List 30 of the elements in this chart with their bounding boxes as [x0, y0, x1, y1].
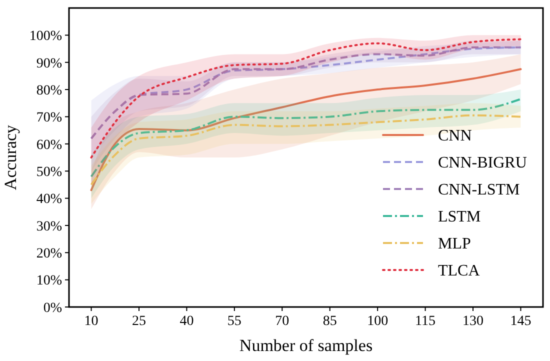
x-tick-label: 130: [462, 314, 484, 329]
x-tick-label: 85: [322, 314, 337, 329]
y-tick-label: 50%: [36, 164, 62, 180]
x-tick-label: 145: [510, 314, 532, 329]
x-tick-label: 70: [275, 314, 290, 329]
legend-label: LSTM: [438, 208, 481, 226]
y-tick-label: 60%: [36, 138, 62, 153]
x-tick-label: 10: [84, 314, 98, 329]
legend-label: MLP: [438, 236, 471, 253]
legend-label: CNN-LSTM: [438, 182, 520, 199]
line-series: [90, 46, 522, 140]
y-tick-label: 100%: [29, 29, 62, 44]
y-tick-label: 70%: [36, 110, 62, 126]
x-tick-label: 55: [227, 314, 242, 329]
y-axis-title: Accuracy: [1, 124, 20, 190]
y-tick-label: 10%: [36, 274, 62, 289]
legend-label: CNN-BIGRU: [438, 154, 528, 172]
y-tick-label: 0%: [43, 300, 62, 316]
x-axis-title: Number of samples: [239, 336, 373, 355]
x-tick-label: 25: [132, 314, 146, 329]
x-tick-label: 115: [415, 314, 436, 329]
y-tick-label: 80%: [36, 83, 62, 98]
y-tick-label: 90%: [36, 56, 62, 72]
x-tick-label: 40: [180, 314, 194, 329]
y-tick-label: 40%: [36, 192, 62, 208]
legend-label: CNN: [438, 128, 472, 145]
x-tick-label: 100: [367, 314, 388, 329]
y-tick-label: 30%: [36, 219, 62, 234]
y-tick-label: 20%: [36, 246, 62, 262]
legend-label: TLCA: [438, 262, 480, 280]
